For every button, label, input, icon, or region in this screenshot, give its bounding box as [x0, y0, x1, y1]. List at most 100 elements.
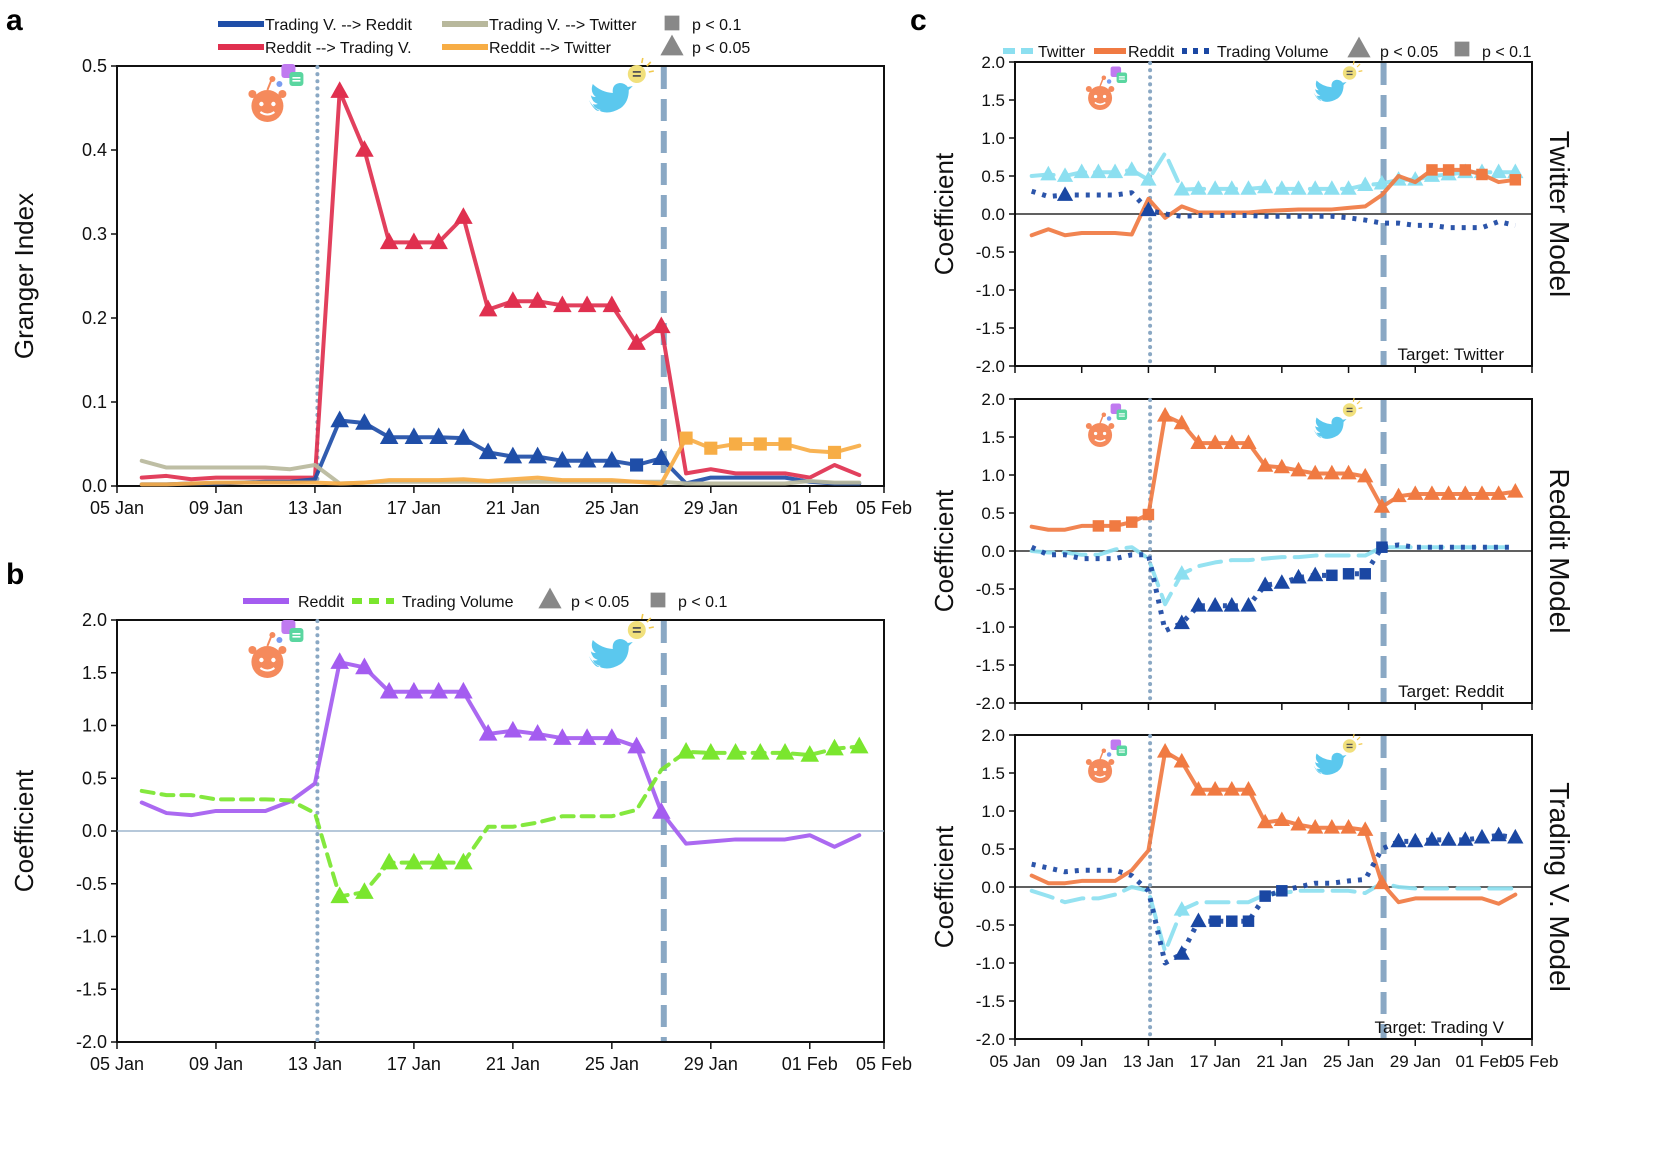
data-point — [701, 743, 721, 760]
x-tick-label: 05 Jan — [989, 1052, 1040, 1071]
data-point — [1173, 181, 1190, 196]
y-tick-label: 0.2 — [82, 308, 107, 328]
model-label: Reddit Model — [1544, 469, 1575, 634]
data-point — [1359, 568, 1371, 580]
data-point — [1109, 520, 1121, 532]
data-point — [429, 681, 448, 699]
data-point — [577, 450, 597, 468]
y-tick-label: 0.5 — [981, 167, 1005, 186]
data-point — [1290, 180, 1307, 195]
data-point — [1307, 566, 1324, 582]
data-point — [1407, 832, 1424, 848]
data-point — [825, 738, 844, 756]
data-point — [330, 81, 349, 98]
x-tick-label: 09 Jan — [189, 498, 243, 518]
y-axis-label: Coefficient — [929, 152, 959, 275]
data-point — [1473, 485, 1491, 500]
y-tick-label: 1.0 — [981, 466, 1005, 485]
data-point — [1476, 168, 1488, 181]
series-line-reddit — [1029, 749, 1518, 906]
data-point — [1307, 464, 1324, 480]
twitter-icon — [588, 57, 654, 113]
data-point — [1373, 174, 1391, 190]
data-point — [1507, 483, 1524, 498]
data-point — [1307, 180, 1324, 195]
data-point — [503, 720, 523, 738]
panel-label-a: a — [6, 4, 23, 37]
y-tick-label: -1.0 — [976, 618, 1005, 637]
data-point — [726, 743, 745, 760]
data-point — [1507, 828, 1524, 844]
data-point — [1457, 485, 1474, 500]
legend-triangle-marker — [1347, 36, 1371, 58]
data-point — [355, 413, 374, 430]
data-point — [1490, 163, 1507, 179]
data-point — [577, 728, 597, 745]
x-tick-label: 17 Jan — [387, 498, 441, 518]
y-tick-label: 2.0 — [981, 726, 1005, 745]
data-point — [355, 882, 374, 899]
data-point — [1407, 485, 1424, 500]
y-tick-label: 0.0 — [82, 476, 107, 496]
data-point — [800, 745, 820, 762]
data-point — [652, 448, 671, 465]
y-tick-label: -1.5 — [976, 319, 1005, 338]
data-point — [602, 450, 622, 468]
data-point — [1207, 781, 1224, 796]
x-tick-label: 21 Jan — [1256, 1052, 1307, 1071]
data-point — [1459, 164, 1472, 176]
data-point — [553, 728, 572, 745]
legend-c: Twitter Reddit Trading Volume p < 0.05 p < 0… — [1003, 36, 1531, 61]
y-axis-label: Granger Index — [9, 193, 39, 359]
x-tick-label: 29 Jan — [684, 498, 738, 518]
y-tick-label: 0.5 — [981, 504, 1005, 523]
x-tick-label: 13 Jan — [1123, 1052, 1174, 1071]
y-tick-label: -2.0 — [76, 1032, 107, 1052]
data-point — [775, 743, 795, 760]
data-point — [1190, 180, 1207, 195]
data-point — [630, 458, 644, 472]
data-point — [1190, 781, 1207, 796]
data-point — [1373, 498, 1391, 513]
x-tick-label: 05 Feb — [856, 1054, 912, 1074]
x-tick-label: 05 Feb — [1506, 1052, 1559, 1071]
y-tick-label: 2.0 — [82, 610, 107, 630]
reddit-icon — [1085, 403, 1128, 447]
y-tick-label: 2.0 — [981, 390, 1005, 409]
legend-label: p < 0.1 — [692, 17, 741, 34]
data-point — [478, 442, 498, 460]
data-point — [528, 724, 547, 741]
data-point — [1376, 541, 1388, 553]
chart-c3: -2.0 -1.5 -1.0 -0.5 0.0 0.5 1.0 1.5 2.0 05 Jan 09 … — [929, 726, 1575, 1071]
x-tick-label: 05 Feb — [856, 498, 912, 518]
data-point — [627, 333, 646, 350]
legend-b: Reddit Trading Volume p < 0.05 p < 0.1 — [243, 587, 727, 611]
chart-c1: -2.0 -1.5 -1.0 -0.5 0.0 0.5 1.0 1.5 2.0 Coefficie… — [929, 53, 1575, 376]
y-tick-label: -1.0 — [76, 927, 107, 947]
data-point — [1323, 819, 1340, 834]
data-point — [1092, 520, 1105, 532]
legend-label: Trading Volume — [402, 594, 514, 611]
legend-label: Reddit — [1128, 44, 1175, 61]
data-point — [1190, 597, 1207, 612]
legend-square-marker — [650, 592, 666, 608]
y-tick-label: 0.0 — [981, 542, 1005, 561]
y-tick-label: -1.5 — [976, 992, 1005, 1011]
x-tick-label: 25 Jan — [585, 1054, 639, 1074]
x-tick-label: 21 Jan — [486, 1054, 540, 1074]
data-point — [528, 446, 547, 464]
data-point — [753, 437, 767, 451]
data-point — [652, 802, 671, 819]
data-point — [1340, 819, 1357, 834]
data-point — [1240, 781, 1257, 796]
panel-label-b: b — [6, 558, 25, 591]
reddit-icon — [248, 620, 304, 678]
y-tick-label: -0.5 — [976, 916, 1005, 935]
x-tick-label: 05 Jan — [90, 1054, 144, 1074]
data-point — [1259, 890, 1271, 902]
data-point — [577, 295, 597, 313]
data-point — [751, 743, 770, 760]
data-point — [1273, 180, 1290, 195]
data-point — [1173, 565, 1190, 580]
data-point — [1223, 180, 1240, 195]
